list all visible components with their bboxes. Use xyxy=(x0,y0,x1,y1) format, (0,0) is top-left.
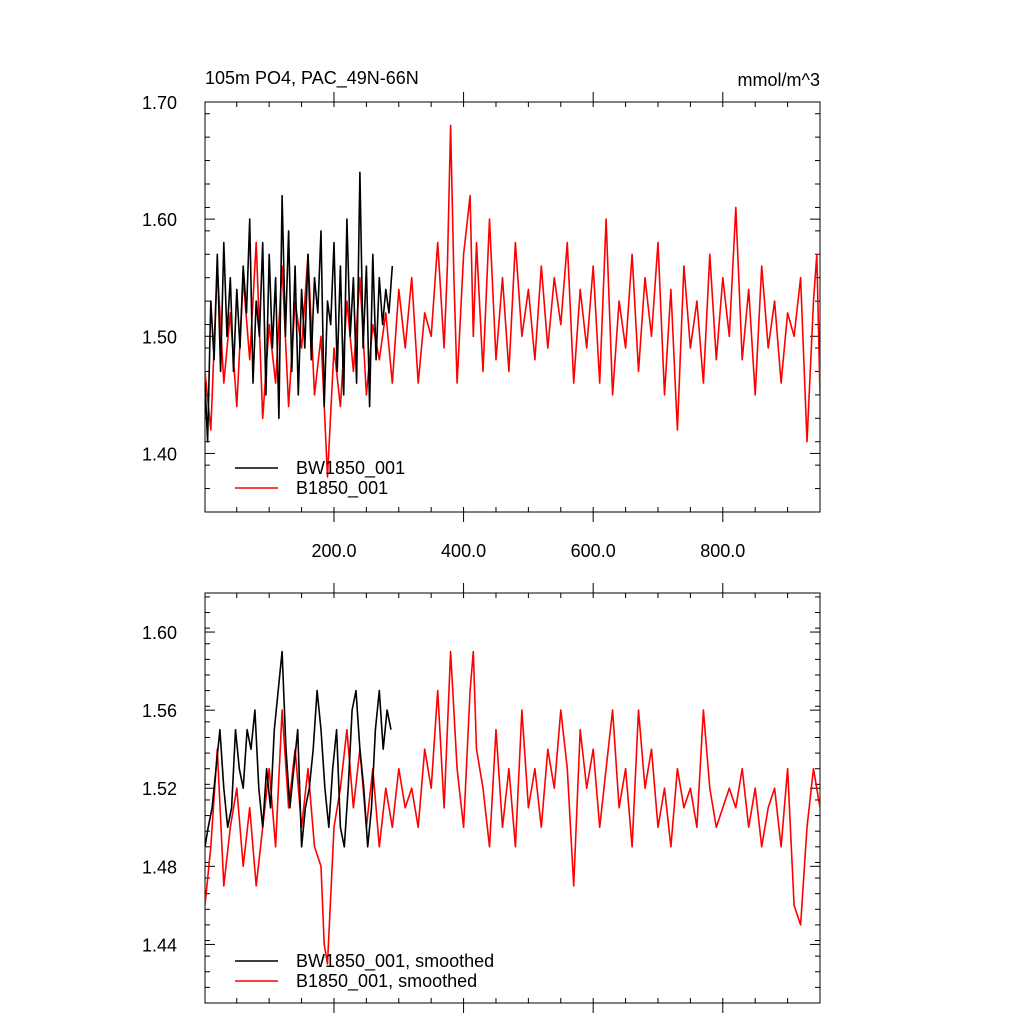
legend-label: B1850_001 xyxy=(296,478,388,499)
y-tick-label: 1.60 xyxy=(142,210,177,230)
y-tick-label: 1.60 xyxy=(142,623,177,643)
series-line-1 xyxy=(205,650,820,965)
bottom-panel: 1.44 1.48 1.52 1.56 1.60 BW1850_001, smoothed… xyxy=(142,583,821,1013)
x-tick-label: 800.0 xyxy=(700,541,745,561)
y-tick-label: 1.70 xyxy=(142,93,177,113)
chart-title: 105m PO4, PAC_49N-66N xyxy=(205,68,419,89)
top-panel: 1.40 1.50 1.60 1.70 200.0 400.0 600.0 800.0 BW18… xyxy=(142,92,821,561)
legend-label: B1850_001, smoothed xyxy=(296,971,477,992)
series-line-1 xyxy=(205,124,820,478)
y-tick-label: 1.50 xyxy=(142,327,177,347)
legend-label: BW1850_001, smoothed xyxy=(296,951,494,972)
x-tick-label: 400.0 xyxy=(441,541,486,561)
x-tick-label: 600.0 xyxy=(571,541,616,561)
x-tick-label: 200.0 xyxy=(311,541,356,561)
y-tick-label: 1.40 xyxy=(142,444,177,464)
plot-frame xyxy=(204,592,821,1004)
y-tick-label: 1.48 xyxy=(142,857,177,877)
y-tick-label: 1.52 xyxy=(142,779,177,799)
plot-frame xyxy=(204,101,821,513)
unit-label: mmol/m^3 xyxy=(738,70,820,90)
legend-label: BW1850_001 xyxy=(296,458,405,479)
series-line-0 xyxy=(205,650,392,848)
series-line-0 xyxy=(205,171,394,443)
y-tick-label: 1.44 xyxy=(142,935,177,955)
y-tick-label: 1.56 xyxy=(142,701,177,721)
